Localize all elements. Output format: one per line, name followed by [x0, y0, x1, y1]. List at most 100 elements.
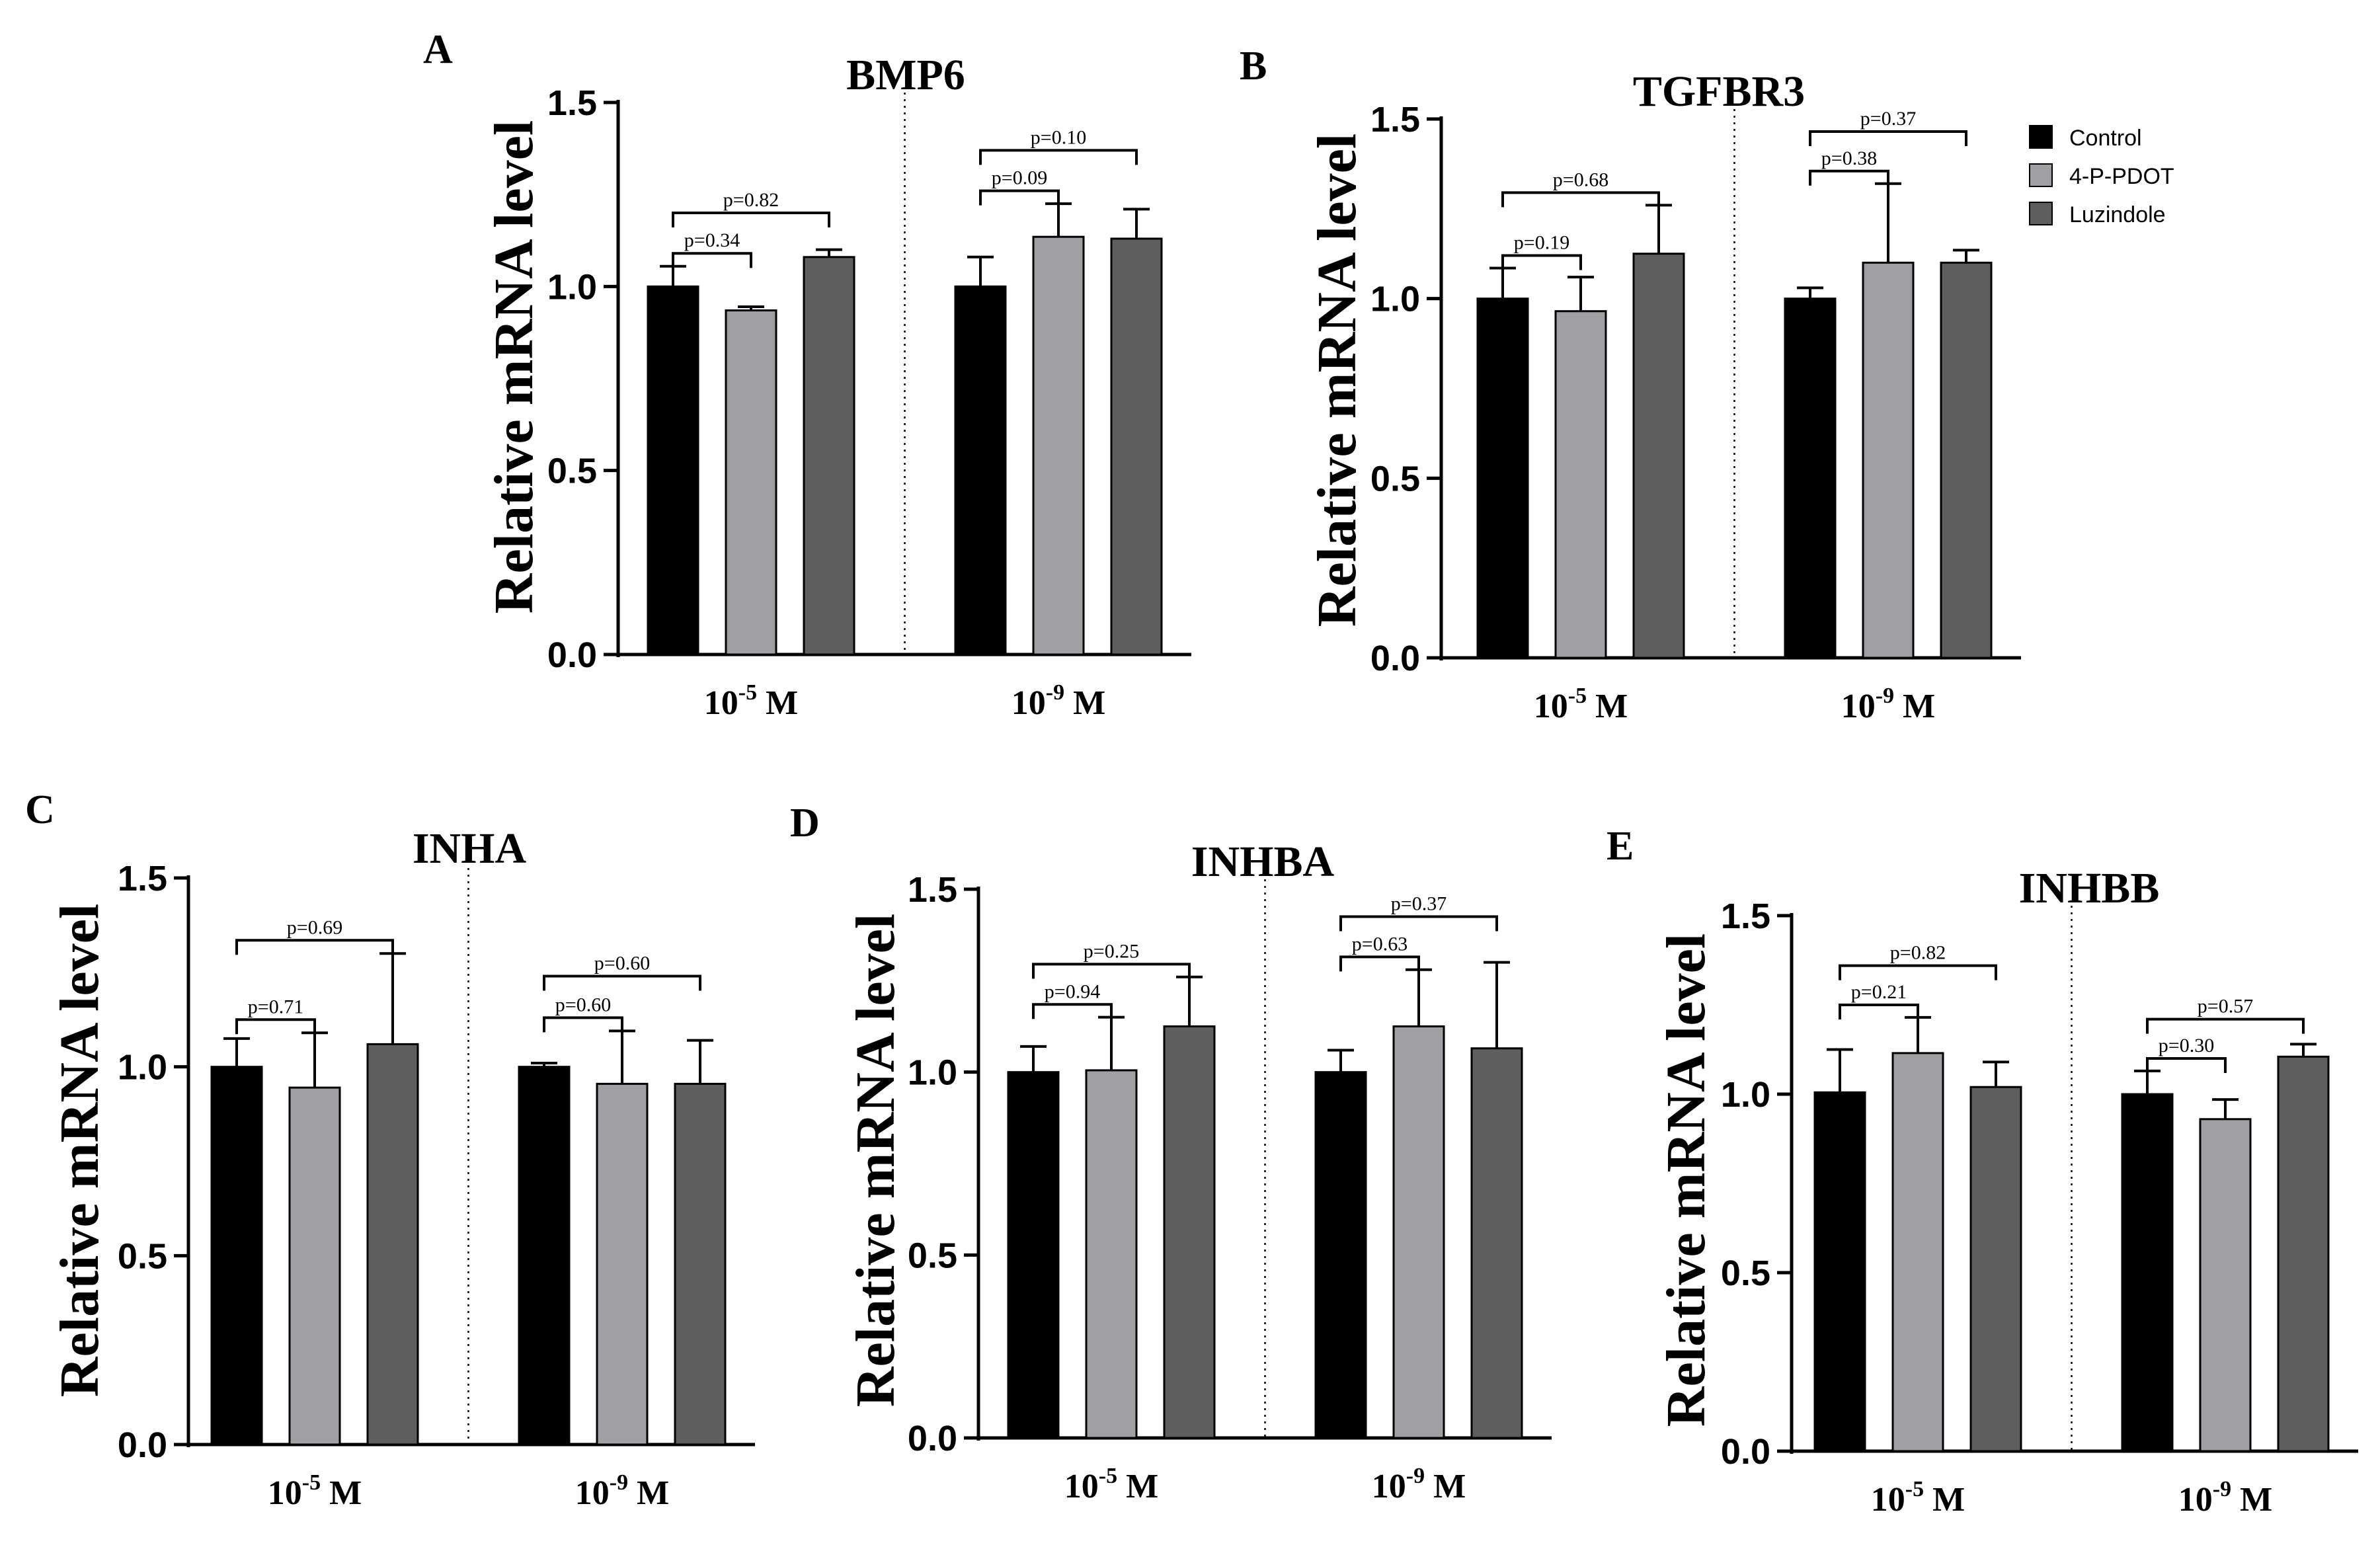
legend-swatch	[2029, 202, 2053, 225]
y-axis-label: Relative mRNA level	[1306, 134, 1368, 627]
chart-title: INHBA	[1191, 838, 1335, 886]
y-axis-label: Relative mRNA level	[1655, 933, 1717, 1427]
x-category-exponent: -9	[2213, 1477, 2231, 1501]
bar-luzindole	[803, 256, 855, 656]
comparison-bracket: p=0.09	[979, 167, 1060, 206]
y-tick-label: 0.5	[1370, 459, 1420, 498]
x-category-label: 10-5 M	[1871, 1477, 1965, 1519]
p-value-label: p=0.10	[1031, 126, 1086, 148]
bracket-line	[1339, 955, 1420, 972]
x-category-label: 10-9 M	[1012, 680, 1105, 722]
bar-luzindole	[1632, 253, 1685, 659]
bracket-line	[672, 212, 830, 227]
x-category-exponent: -9	[610, 1470, 628, 1495]
y-tick-label: 1.5	[908, 870, 957, 910]
y-tick-label: 1.5	[547, 83, 597, 123]
comparison-bracket: p=0.71	[235, 996, 316, 1035]
y-tick-label: 1.5	[1370, 100, 1420, 139]
x-category-exponent: -9	[1046, 680, 1064, 705]
bracket-line	[1839, 964, 1997, 980]
p-value-label: p=0.63	[1352, 933, 1408, 955]
legend-item-luzindole: Luzindole	[2029, 202, 2166, 227]
p-value-label: p=0.34	[684, 229, 740, 251]
x-category-base: 10	[1012, 684, 1046, 722]
legend-item-4-p-pdot: 4-P-PDOT	[2029, 163, 2174, 189]
y-tick-label: 0.5	[908, 1236, 957, 1275]
x-category-base: 10	[2178, 1481, 2213, 1519]
x-category-exponent: -5	[302, 1470, 321, 1495]
x-category-unit: M	[1064, 684, 1105, 722]
bar-control	[2121, 1093, 2174, 1452]
p-value-label: p=0.60	[594, 953, 650, 974]
x-category-label: 10-9 M	[2178, 1477, 2272, 1519]
x-category-label: 10-9 M	[1372, 1464, 1466, 1505]
bracket-line	[235, 1018, 316, 1035]
bar-4-p-pdot	[1862, 261, 1915, 659]
x-category-unit: M	[321, 1474, 362, 1512]
x-category-exponent: -9	[1406, 1464, 1425, 1488]
p-value-label: p=0.30	[2159, 1035, 2214, 1056]
y-axis-label: Relative mRNA level	[49, 904, 110, 1397]
x-category-label: 10-9 M	[1841, 684, 1935, 725]
p-value-label: p=0.82	[1890, 942, 1946, 964]
y-tick-label: 1.0	[908, 1053, 957, 1093]
legend-label: Luzindole	[2069, 202, 2166, 227]
y-tick-label: 0.5	[547, 452, 597, 491]
x-category-base: 10	[268, 1474, 302, 1512]
chart-title: INHA	[413, 824, 527, 873]
x-category-unit: M	[1924, 1481, 1965, 1519]
x-category-base: 10	[1064, 1468, 1099, 1505]
legend-label: Control	[2069, 126, 2142, 151]
x-category-unit: M	[1425, 1468, 1466, 1505]
x-category-base: 10	[1534, 688, 1568, 725]
x-category-unit: M	[628, 1474, 669, 1512]
bar-control	[1007, 1071, 1060, 1439]
bracket-line	[235, 939, 394, 955]
bracket-line	[2146, 1017, 2305, 1034]
y-tick-label: 0.0	[908, 1419, 957, 1458]
x-category-unit: M	[1587, 688, 1628, 725]
legend: Control 4-P-PDOT Luzindole	[2029, 125, 2174, 227]
bar-luzindole	[1163, 1025, 1216, 1439]
y-tick-label: 0.5	[1721, 1253, 1770, 1293]
bracket-line	[979, 189, 1060, 206]
p-value-label: p=0.82	[723, 189, 779, 211]
comparison-bracket: p=0.10	[979, 126, 1138, 165]
x-category-exponent: -5	[1568, 684, 1587, 708]
bar-luzindole	[1470, 1047, 1523, 1439]
bar-4-p-pdot	[1085, 1069, 1138, 1439]
bar-control	[210, 1066, 263, 1446]
panel-letter: A	[423, 27, 453, 72]
bar-luzindole	[674, 1082, 727, 1446]
p-value-label: p=0.21	[1851, 981, 1907, 1003]
legend-swatch	[2029, 163, 2053, 187]
bar-4-p-pdot	[1032, 235, 1085, 656]
legend-item-control: Control	[2029, 125, 2142, 151]
x-category-unit: M	[1117, 1468, 1158, 1505]
x-category-base: 10	[1372, 1468, 1406, 1505]
chart-title: BMP6	[846, 51, 965, 99]
comparison-bracket: p=0.60	[543, 953, 701, 991]
p-value-label: p=0.60	[555, 994, 611, 1015]
comparison-bracket: p=0.60	[543, 994, 623, 1033]
x-category-exponent: -9	[1876, 684, 1894, 708]
y-axis-label: Relative mRNA level	[845, 914, 906, 1407]
x-category-exponent: -5	[1905, 1477, 1924, 1501]
bar-4-p-pdot	[1554, 310, 1607, 659]
panel-letter: C	[25, 787, 55, 832]
x-category-unit: M	[1894, 688, 1935, 725]
bar-luzindole	[1940, 261, 1993, 659]
x-category-label: 10-5 M	[1534, 684, 1628, 725]
bar-control	[1784, 298, 1837, 659]
y-tick-label: 1.0	[1370, 280, 1420, 319]
p-value-label: p=0.25	[1084, 940, 1139, 962]
bracket-line	[1501, 254, 1582, 270]
y-tick-label: 0.0	[118, 1425, 167, 1465]
y-axis-label: Relative mRNA level	[483, 120, 545, 614]
p-value-label: p=0.94	[1045, 980, 1100, 1002]
y-tick-label: 1.0	[547, 267, 597, 307]
